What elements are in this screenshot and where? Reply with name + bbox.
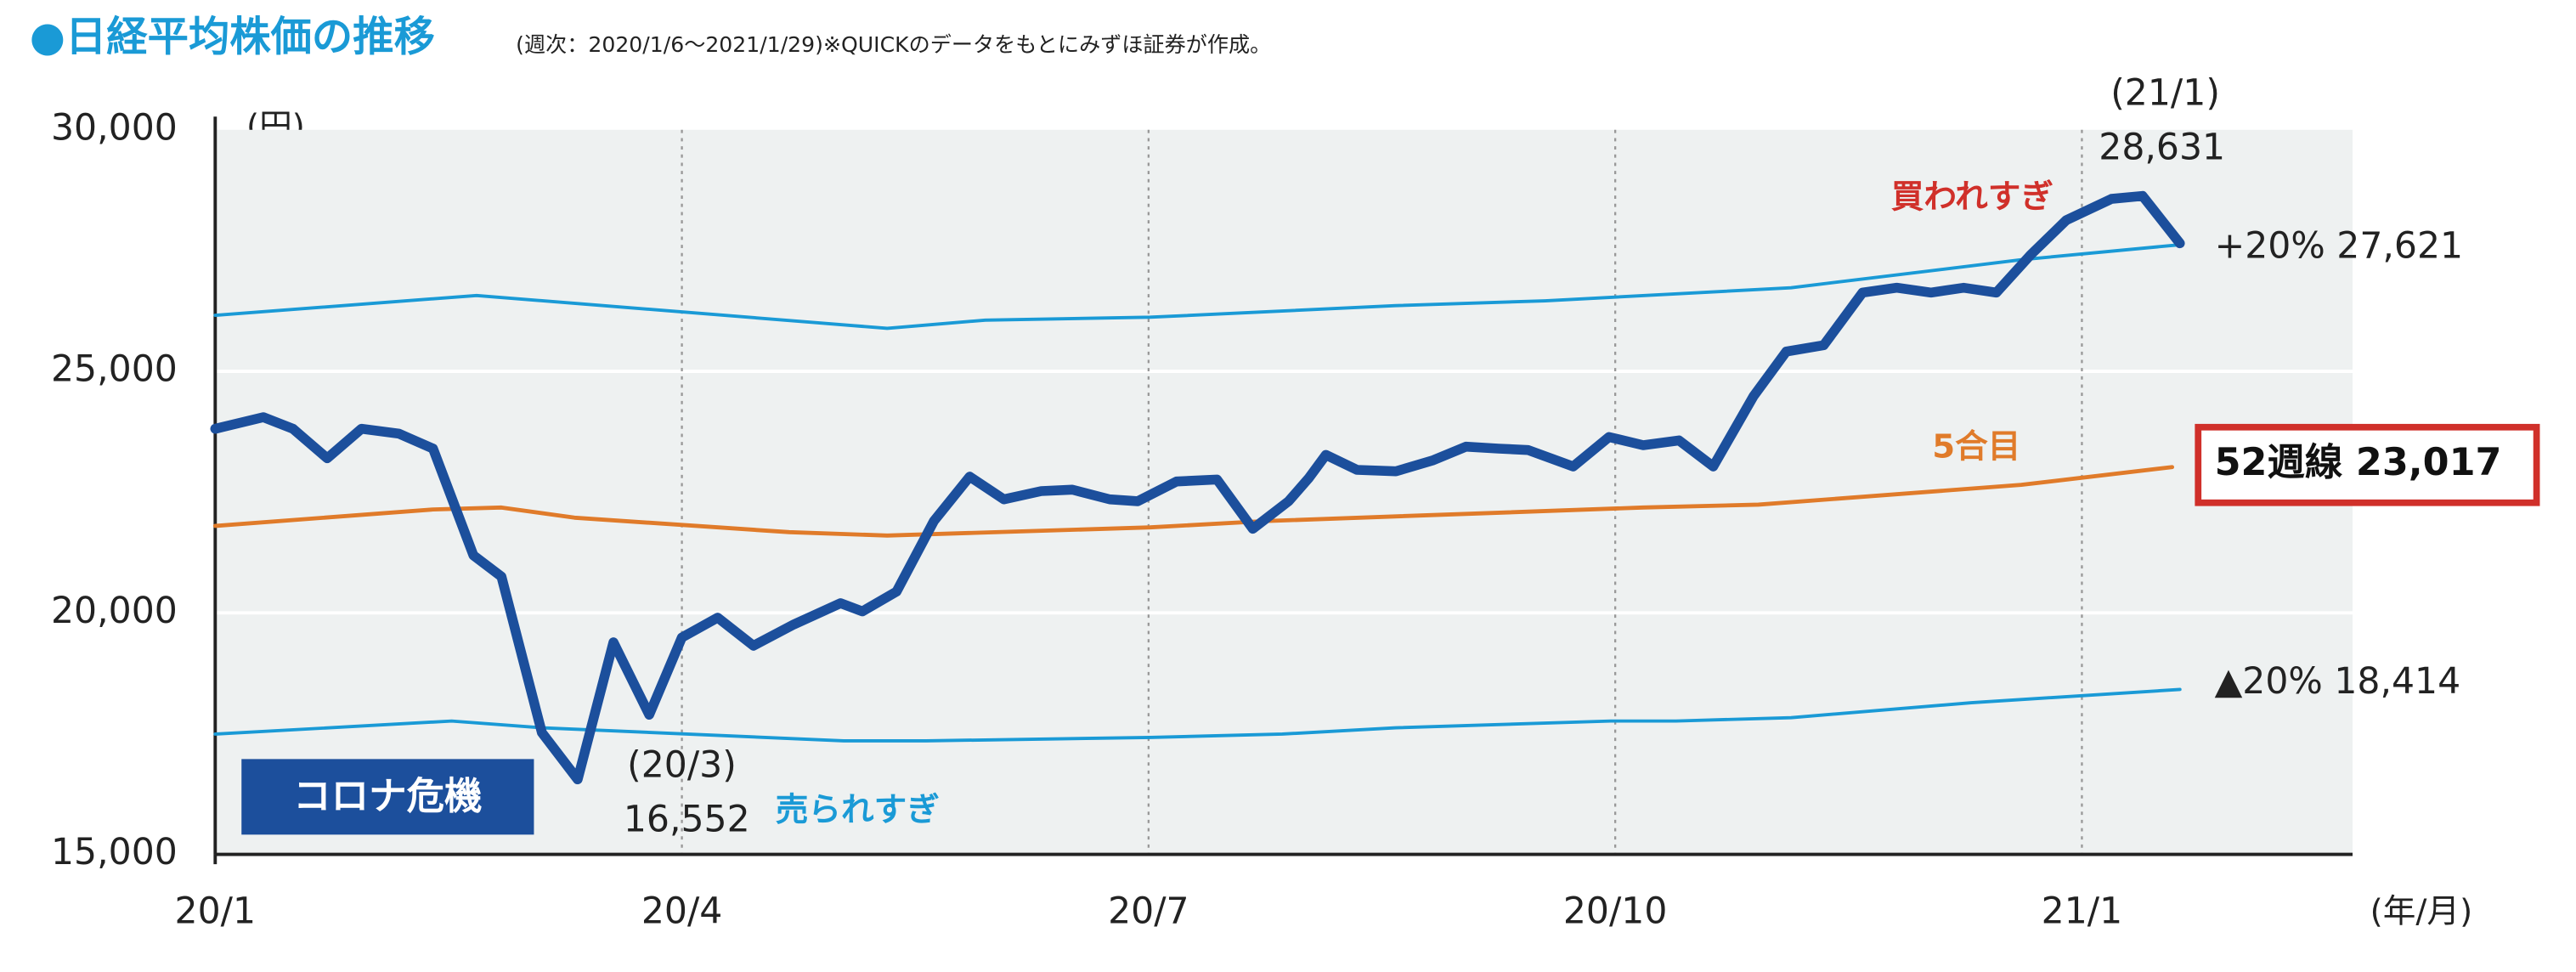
annotation: 5合目 (1932, 427, 2020, 466)
line-series (210, 190, 2185, 785)
annotation: コロナ危機 (293, 775, 482, 818)
line-series (212, 465, 2175, 538)
x-tick-label: 20/4 (641, 891, 723, 933)
annotation: +20% 27,621 (2215, 226, 2464, 268)
chart-subtitle: (週次：2020/1/6〜2021/1/29)※QUICKのデータをもとにみずほ… (516, 32, 1271, 57)
annotation: 28,631 (2099, 127, 2225, 168)
annotation: 売られすぎ (776, 791, 940, 829)
annotation: 16,552 (624, 799, 750, 840)
x-tick-label: 21/1 (2042, 891, 2123, 933)
chart-title: ●日経平均株価の推移 (30, 13, 435, 60)
annotation-box (2195, 423, 2540, 506)
line-series (213, 243, 2182, 331)
annotation-box (241, 759, 534, 835)
y-tick-label: 15,000 (51, 832, 178, 873)
annotation: ▲20% 18,414 (2215, 661, 2461, 703)
annotation: (21/1) (2110, 73, 2220, 115)
annotation: 買われすぎ (1891, 178, 2053, 216)
y-tick-label: 30,000 (51, 107, 178, 149)
x-tick-label: 20/10 (1563, 891, 1668, 933)
annotation: 52週線 23,017 (2215, 441, 2502, 484)
x-tick-label: 20/1 (175, 891, 257, 933)
y-tick-label: 25,000 (51, 349, 178, 391)
annotation: (20/3) (627, 745, 737, 787)
x-tick-label: 20/7 (1108, 891, 1189, 933)
y-tick-label: 20,000 (51, 591, 178, 632)
x-unit: (年/月) (2370, 893, 2473, 931)
plot-background (215, 129, 2353, 855)
